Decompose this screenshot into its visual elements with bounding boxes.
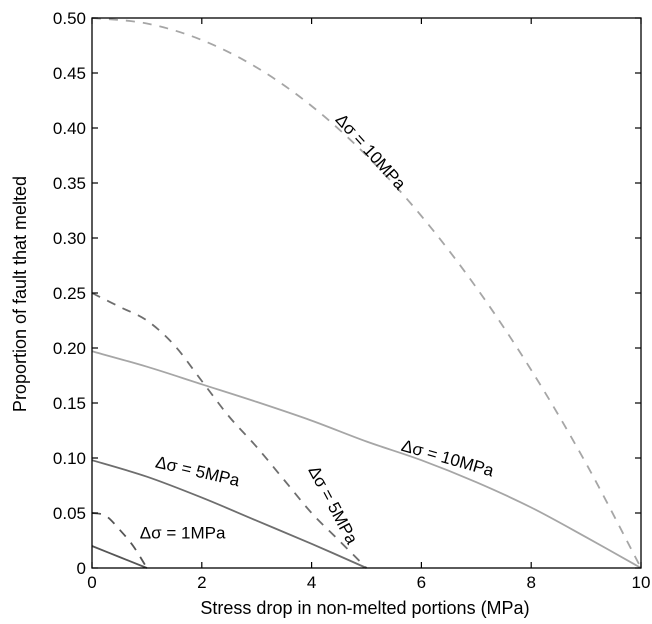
- series-line-1-dashed: [91, 17, 642, 569]
- y-tick-label: 0.10: [53, 449, 86, 468]
- series-line-4-solid: [91, 350, 642, 569]
- curve-label-2: Δσ = 10MPa: [399, 436, 496, 481]
- y-tick-label: 0.15: [53, 394, 86, 413]
- curve-label-5: Δσ = 1MPa: [140, 523, 226, 542]
- ticks-layer: 0 2 4 6 8 10 0 0.05 0.10 0.15 0.20 0.25 0.30 0.35 0.40…: [53, 9, 651, 592]
- y-tick-label: 0.40: [53, 119, 86, 138]
- series-line-6-solid: [91, 545, 148, 569]
- x-tick-label: 4: [307, 573, 316, 592]
- x-tick-label: 2: [197, 573, 206, 592]
- x-axis-title: Stress drop in non-melted portions (MPa): [200, 598, 529, 618]
- series-layer: [91, 17, 642, 569]
- y-tick-label: 0: [77, 559, 86, 578]
- y-tick-label: 0.50: [53, 9, 86, 28]
- x-tick-label: 0: [87, 573, 96, 592]
- x-tick-label: 6: [417, 573, 426, 592]
- series-line-3-dashed: [91, 512, 148, 569]
- series-line-5-solid: [91, 459, 367, 569]
- series-line-2-dashed: [91, 292, 368, 569]
- y-axis-title: Proportion of fault that melted: [10, 176, 30, 412]
- x-tick-label: 8: [526, 573, 535, 592]
- y-tick-label: 0.45: [53, 64, 86, 83]
- curve-label-1: Δσ = 10MPa: [332, 110, 410, 194]
- plot-frame: [91, 17, 642, 569]
- y-tick-label: 0.35: [53, 174, 86, 193]
- y-tick-label: 0.05: [53, 504, 86, 523]
- y-tick-label: 0.25: [53, 284, 86, 303]
- x-tick-label: 10: [632, 573, 651, 592]
- y-tick-label: 0.30: [53, 229, 86, 248]
- y-tick-label: 0.20: [53, 339, 86, 358]
